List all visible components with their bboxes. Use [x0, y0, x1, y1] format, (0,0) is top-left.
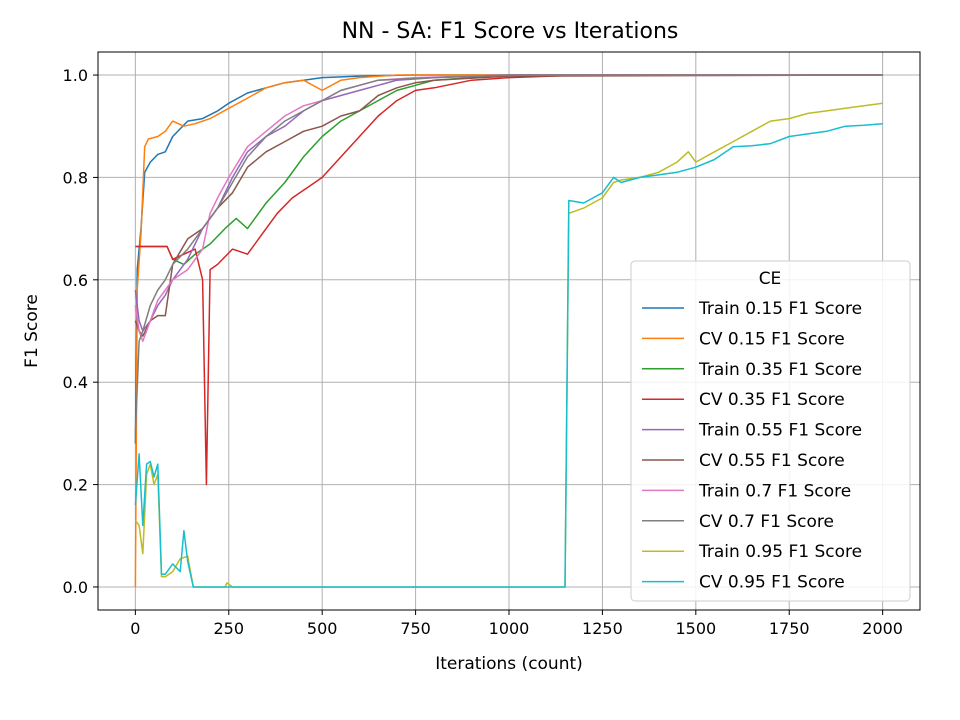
legend-label: Train 0.35 F1 Score: [698, 360, 862, 380]
y-tick-label: 0.8: [63, 168, 88, 187]
x-tick-label: 1250: [582, 619, 623, 638]
y-tick-label: 0.6: [63, 271, 88, 290]
legend-items: Train 0.15 F1 Score CV 0.15 F1 Score Train…: [642, 299, 862, 593]
x-axis-label: Iterations (count): [435, 654, 583, 674]
series-line: [134, 74, 883, 434]
y-axis-label: F1 Score: [22, 294, 42, 368]
chart-title: NN - SA: F1 Score vs Iterations: [342, 19, 679, 44]
legend-label: Train 0.15 F1 Score: [698, 299, 862, 319]
plot-lines: [134, 74, 883, 588]
series-line: [134, 74, 883, 588]
x-tick-label: 1500: [675, 619, 716, 638]
legend-label: CV 0.95 F1 Score: [699, 573, 845, 593]
x-tick-label: 750: [400, 619, 431, 638]
series-line: [135, 74, 883, 266]
x-tick-label: 250: [213, 619, 244, 638]
y-tick-label: 0.2: [63, 476, 88, 495]
series-line: [134, 74, 883, 332]
legend-title: CE: [759, 269, 782, 289]
series-line: [134, 74, 883, 444]
plot-frame: [97, 51, 921, 611]
legend-label: CV 0.15 F1 Score: [699, 329, 845, 349]
x-tick-label: 0: [130, 619, 140, 638]
legend-label: Train 0.7 F1 Score: [698, 481, 851, 501]
x-tick-label: 2000: [862, 619, 903, 638]
legend-label: CV 0.35 F1 Score: [699, 390, 845, 410]
x-tick-label: 500: [307, 619, 338, 638]
y-tick-label: 0.0: [63, 578, 88, 597]
x-tick-label: 1750: [769, 619, 810, 638]
x-tick-label: 1000: [489, 619, 530, 638]
series-line: [135, 74, 883, 486]
series-line: [134, 122, 883, 588]
y-tick-label: 1.0: [63, 66, 88, 85]
y-tick-label: 0.4: [63, 373, 88, 392]
legend-label: CV 0.7 F1 Score: [699, 512, 834, 532]
legend-label: Train 0.95 F1 Score: [698, 542, 862, 562]
legend-box: [630, 260, 911, 602]
legend-label: CV 0.55 F1 Score: [699, 451, 845, 471]
series-line: [134, 74, 883, 337]
legend-label: Train 0.55 F1 Score: [698, 421, 862, 441]
axis-ticks: 0 250 500 750 1000 1250 1500 1750 2000 0.0 0.2 0.4 0…: [63, 66, 903, 638]
